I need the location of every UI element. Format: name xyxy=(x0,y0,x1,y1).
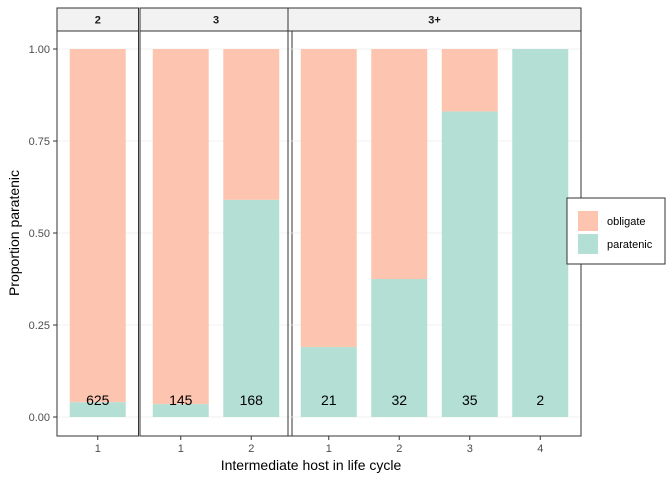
facet-panel-2: 2 625 1 xyxy=(56,7,139,455)
bar-obligate xyxy=(371,49,428,279)
count-label: 32 xyxy=(391,392,407,408)
bar-obligate xyxy=(152,49,209,405)
facet-panel-3: 3 145 1 168 2 xyxy=(139,7,293,455)
y-axis: 0.00 0.25 0.50 0.75 1.00 xyxy=(29,44,57,424)
count-label: 35 xyxy=(462,392,478,408)
bar-paratenic xyxy=(371,279,428,417)
y-tick-label: 1.00 xyxy=(29,44,50,56)
x-tick-label: 2 xyxy=(248,443,254,455)
x-tick-label: 4 xyxy=(537,443,543,455)
count-label: 625 xyxy=(86,392,110,408)
bar-obligate xyxy=(69,49,126,403)
x-tick-label: 1 xyxy=(326,443,332,455)
bar-obligate xyxy=(223,49,280,200)
y-tick-label: 0.25 xyxy=(29,320,50,332)
y-tick-label: 0.50 xyxy=(29,228,50,240)
x-tick-label: 3 xyxy=(467,443,473,455)
count-label: 168 xyxy=(240,392,264,408)
legend-swatch-paratenic xyxy=(578,234,598,254)
facet-strip-label: 3+ xyxy=(428,15,441,27)
y-tick-label: 0.00 xyxy=(29,412,50,424)
facet-strip-label: 3 xyxy=(213,15,219,27)
bar-obligate xyxy=(300,49,357,348)
x-tick-label: 2 xyxy=(396,443,402,455)
x-axis-label: Intermediate host in life cycle xyxy=(221,457,402,473)
x-tick-label: 1 xyxy=(178,443,184,455)
count-label: 21 xyxy=(321,392,337,408)
count-label: 145 xyxy=(169,392,193,408)
bar-paratenic xyxy=(300,347,357,417)
y-axis-label: Proportion paratenic xyxy=(6,170,22,296)
legend: obligate paratenic xyxy=(566,197,666,265)
legend-label-obligate: obligate xyxy=(607,216,646,228)
count-label: 2 xyxy=(536,392,544,408)
x-tick-label: 1 xyxy=(95,443,101,455)
bar-paratenic xyxy=(223,199,280,417)
bar-paratenic xyxy=(69,402,126,417)
legend-label-paratenic: paratenic xyxy=(607,239,653,251)
facet-strip-label: 2 xyxy=(95,15,101,27)
bar-obligate xyxy=(441,49,498,112)
bar-paratenic xyxy=(441,111,498,417)
bar-paratenic xyxy=(152,404,209,417)
legend-swatch-obligate xyxy=(578,211,598,231)
y-tick-label: 0.75 xyxy=(29,136,50,148)
panel-border xyxy=(139,30,293,437)
bar-paratenic xyxy=(512,49,569,417)
